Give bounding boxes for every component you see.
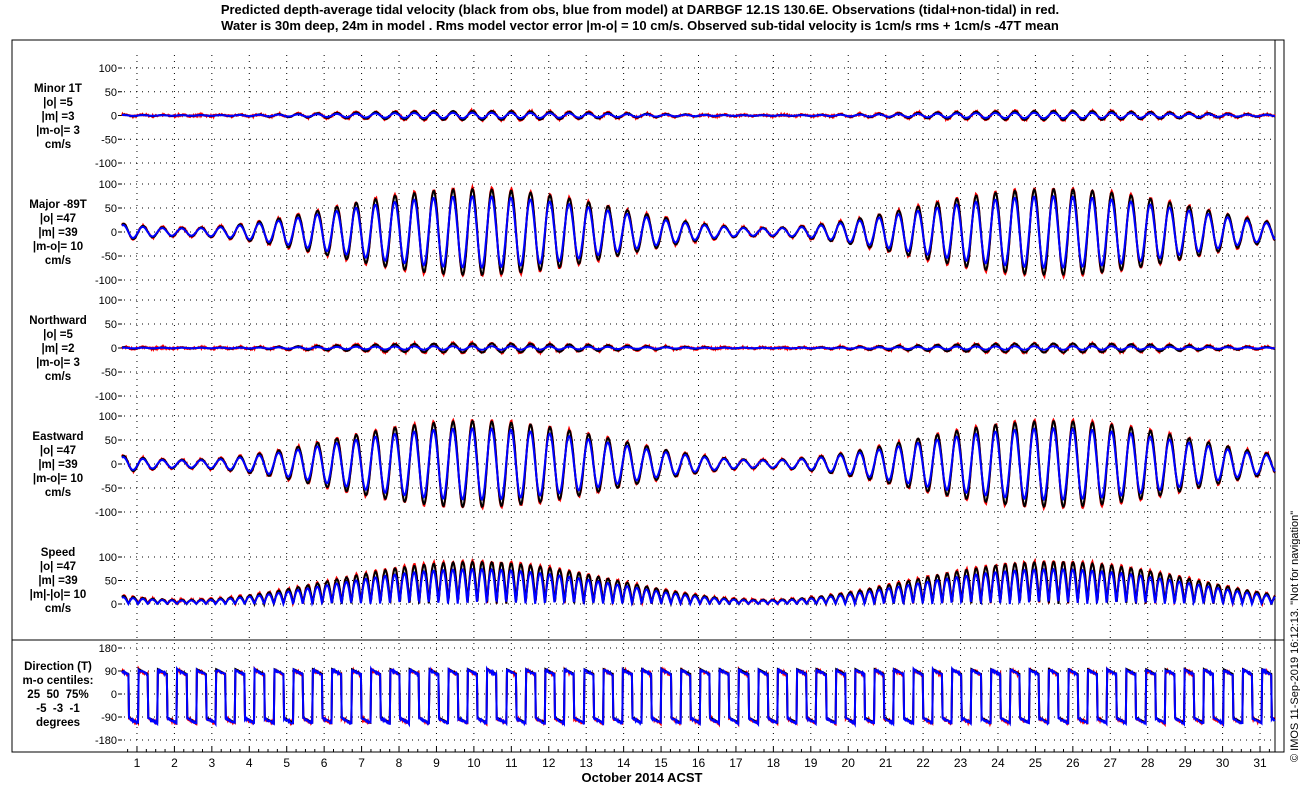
eastward-y-tick-label: 0 <box>111 459 117 471</box>
x-tick-label: 2 <box>171 756 178 770</box>
northward-panel-label: Northward |o| =5 |m| =2 |m-o|= 3 cm/s <box>29 315 87 383</box>
major-y-tick-label: 50 <box>105 203 117 215</box>
direction-y-tick-label: 90 <box>105 666 117 678</box>
x-tick-label: 15 <box>654 756 668 770</box>
x-tick-label: 29 <box>1178 756 1192 770</box>
direction-y-tick-label: -180 <box>95 735 117 747</box>
minor-y-tick-label: 100 <box>99 63 117 75</box>
x-tick-label: 5 <box>283 756 290 770</box>
northward-y-tick-label: 0 <box>111 343 117 355</box>
major-y-tick-label: -100 <box>95 275 117 287</box>
minor-y-tick-label: -50 <box>101 134 117 146</box>
x-tick-label: 4 <box>246 756 253 770</box>
x-tick-label: 21 <box>879 756 893 770</box>
x-tick-label: 17 <box>729 756 743 770</box>
major-y-tick-label: 0 <box>111 227 117 239</box>
minor-y-tick-label: 0 <box>111 111 117 123</box>
minor-panel-label: Minor 1T |o| =5 |m| =3 |m-o|= 3 cm/s <box>34 83 82 151</box>
speed-y-tick-label: 50 <box>105 576 117 588</box>
minor-y-tick-label: 50 <box>105 87 117 99</box>
eastward-y-tick-label: 50 <box>105 435 117 447</box>
direction-y-tick-label: 0 <box>111 689 117 701</box>
northward-y-tick-label: 100 <box>99 295 117 307</box>
direction-series-obs <box>121 667 1276 725</box>
minor-y-tick-label: -100 <box>95 158 117 170</box>
major-panel-label: Major -89T |o| =47 |m| =39 |m-o|= 10 cm/… <box>29 199 87 267</box>
x-tick-label: 8 <box>396 756 403 770</box>
speed-y-tick-label: 100 <box>99 552 117 564</box>
x-tick-label: 18 <box>767 756 781 770</box>
major-y-tick-label: -50 <box>101 251 117 263</box>
minor-series-model <box>122 111 1276 120</box>
direction-series-model <box>121 665 1276 728</box>
chart-title-line-1: Predicted depth-average tidal velocity (… <box>220 2 1060 17</box>
x-tick-label: 9 <box>433 756 440 770</box>
speed-panel-label: Speed |o| =47 |m| =39 |m|-|o|= 10 cm/s <box>29 547 87 615</box>
x-tick-label: 10 <box>467 756 481 770</box>
x-tick-label: 3 <box>209 756 216 770</box>
x-tick-label: 1 <box>134 756 141 770</box>
x-tick-label: 24 <box>991 756 1005 770</box>
x-tick-label: 28 <box>1141 756 1155 770</box>
credit-text: © IMOS 11-Sep-2019 16:12:13. "Not for na… <box>1289 510 1300 762</box>
speed-y-tick-label: 0 <box>111 599 117 611</box>
x-tick-label: 14 <box>617 756 631 770</box>
direction-series-observed-total <box>121 665 1276 728</box>
x-tick-label: 27 <box>1104 756 1118 770</box>
x-tick-label: 16 <box>692 756 706 770</box>
x-tick-label: 25 <box>1029 756 1043 770</box>
northward-y-tick-label: -100 <box>95 391 117 403</box>
major-y-tick-label: 100 <box>99 179 117 191</box>
northward-y-tick-label: -50 <box>101 367 117 379</box>
major-series-model <box>121 194 1276 270</box>
direction-y-tick-label: 180 <box>99 643 117 655</box>
x-tick-label: 23 <box>954 756 968 770</box>
x-tick-label: 13 <box>580 756 594 770</box>
northward-y-tick-label: 50 <box>105 319 117 331</box>
eastward-y-tick-label: -100 <box>95 507 117 519</box>
eastward-panel-label: Eastward |o| =47 |m| =39 |m-o|= 10 cm/s <box>32 431 84 499</box>
eastward-y-tick-label: -50 <box>101 483 117 495</box>
direction-y-tick-label: -90 <box>101 712 117 724</box>
x-tick-label: 20 <box>842 756 856 770</box>
x-tick-label: 7 <box>358 756 365 770</box>
direction-panel-label: Direction (T) m-o centiles: 25 50 75% -5… <box>22 661 94 729</box>
x-tick-label: 22 <box>916 756 930 770</box>
x-tick-label: 31 <box>1253 756 1267 770</box>
x-tick-label: 26 <box>1066 756 1080 770</box>
x-tick-label: 11 <box>505 756 518 770</box>
eastward-y-tick-label: 100 <box>99 411 117 423</box>
speed-series-model <box>121 567 1276 608</box>
x-tick-label: 6 <box>321 756 328 770</box>
eastward-series-model <box>121 426 1276 502</box>
chart-frame <box>11 39 1285 753</box>
x-axis-label: October 2014 ACST <box>581 770 703 785</box>
x-tick-label: 30 <box>1216 756 1230 770</box>
x-tick-label: 19 <box>804 756 818 770</box>
northward-series-model <box>122 345 1276 351</box>
x-tick-label: 12 <box>542 756 556 770</box>
chart-title-line-2: Water is 30m deep, 24m in model . Rms mo… <box>221 18 1059 33</box>
